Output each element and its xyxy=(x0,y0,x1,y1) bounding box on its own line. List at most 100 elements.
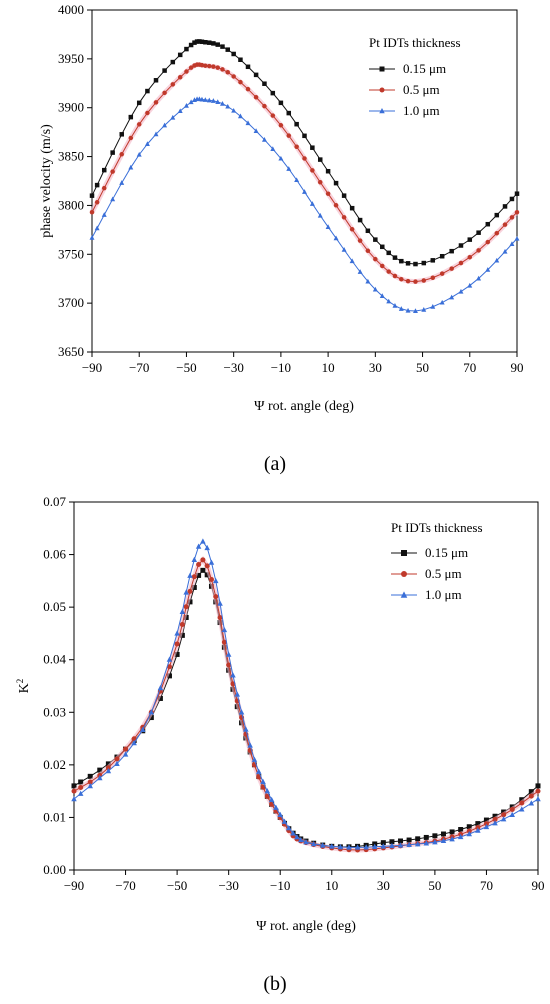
data-point xyxy=(294,144,299,150)
data-point xyxy=(483,823,490,830)
data-point xyxy=(309,201,315,206)
data-point xyxy=(319,842,326,848)
data-point xyxy=(219,100,225,106)
data-point xyxy=(203,63,208,68)
data-point xyxy=(119,152,124,157)
data-point xyxy=(87,773,93,779)
data-point xyxy=(188,99,194,105)
data-point xyxy=(153,100,159,105)
data-point xyxy=(243,726,249,732)
chart-a-caption: (a) xyxy=(264,453,286,475)
y-tick-label: 0.06 xyxy=(43,547,66,562)
x-tick-label: 50 xyxy=(416,360,429,375)
data-point xyxy=(413,279,418,284)
data-point xyxy=(294,834,300,840)
y-tick-label: 0.05 xyxy=(43,599,66,614)
data-point xyxy=(245,64,251,70)
data-point xyxy=(89,210,95,215)
data-point xyxy=(200,538,206,544)
data-point xyxy=(405,278,411,284)
data-point xyxy=(145,88,150,94)
data-point xyxy=(221,639,227,645)
data-point xyxy=(357,217,363,223)
data-point xyxy=(405,261,411,266)
legend-label: 0.15 μm xyxy=(425,545,468,560)
data-point xyxy=(458,243,464,248)
data-point xyxy=(317,179,323,185)
data-point xyxy=(466,824,472,830)
data-point xyxy=(297,836,304,843)
data-point xyxy=(406,841,412,848)
legend-label: 1.0 μm xyxy=(403,103,440,118)
y-tick-label: 3950 xyxy=(58,51,84,66)
series-line xyxy=(73,540,539,848)
data-point xyxy=(245,86,251,92)
series-halo xyxy=(72,555,540,853)
data-point xyxy=(105,767,112,774)
series-line xyxy=(73,559,539,851)
data-point xyxy=(281,818,288,824)
data-point xyxy=(260,784,266,790)
data-point xyxy=(119,180,125,185)
data-point xyxy=(166,664,172,670)
data-point xyxy=(251,756,258,762)
data-point xyxy=(217,600,223,606)
x-tick-label: 10 xyxy=(322,360,335,375)
legend-label: 0.5 μm xyxy=(425,566,462,581)
data-point xyxy=(170,82,176,87)
chart-b-caption: (b) xyxy=(263,973,286,995)
data-point xyxy=(191,574,197,580)
data-point xyxy=(421,306,427,312)
data-point xyxy=(157,695,163,701)
data-point xyxy=(192,40,197,45)
data-point xyxy=(128,114,134,120)
data-point xyxy=(174,630,180,636)
data-point xyxy=(179,621,185,627)
data-point xyxy=(509,241,515,247)
data-point xyxy=(325,224,331,229)
data-point xyxy=(197,39,202,44)
data-point xyxy=(203,39,208,45)
data-point xyxy=(302,189,307,194)
data-point xyxy=(177,52,183,58)
data-point xyxy=(449,294,455,300)
data-point xyxy=(412,308,418,313)
data-point xyxy=(514,210,520,215)
data-point xyxy=(270,90,276,96)
data-point xyxy=(386,250,391,256)
data-point xyxy=(449,248,454,254)
data-point xyxy=(449,266,454,271)
data-point xyxy=(485,239,491,245)
data-point xyxy=(238,57,243,62)
data-point xyxy=(365,278,371,284)
data-point xyxy=(221,626,228,633)
data-point xyxy=(492,813,498,819)
data-point xyxy=(78,779,84,785)
data-point xyxy=(231,107,237,113)
data-point xyxy=(406,837,412,843)
data-point xyxy=(380,840,386,846)
data-point xyxy=(225,70,230,75)
chart-b-legend: Pt IDTs thickness 0.15 μm 0.5 μm 1.0 μm xyxy=(391,520,483,602)
data-point xyxy=(371,843,378,850)
data-point xyxy=(77,790,84,796)
data-point xyxy=(110,169,115,174)
data-point xyxy=(208,559,215,565)
data-point xyxy=(139,726,146,732)
data-point xyxy=(346,844,352,850)
series-line xyxy=(91,98,518,312)
data-point xyxy=(528,800,535,806)
x-tick-label: 50 xyxy=(428,878,441,893)
data-point xyxy=(174,641,180,647)
data-point xyxy=(467,237,473,242)
data-point xyxy=(399,258,404,264)
data-point xyxy=(399,276,404,282)
data-point xyxy=(211,64,216,69)
x-tick-label: 70 xyxy=(480,878,493,893)
chart-a-plot-frame xyxy=(91,9,518,353)
data-point xyxy=(148,715,154,721)
data-point xyxy=(294,121,299,127)
data-point xyxy=(128,135,134,141)
data-point xyxy=(226,662,232,668)
data-point xyxy=(373,256,378,262)
